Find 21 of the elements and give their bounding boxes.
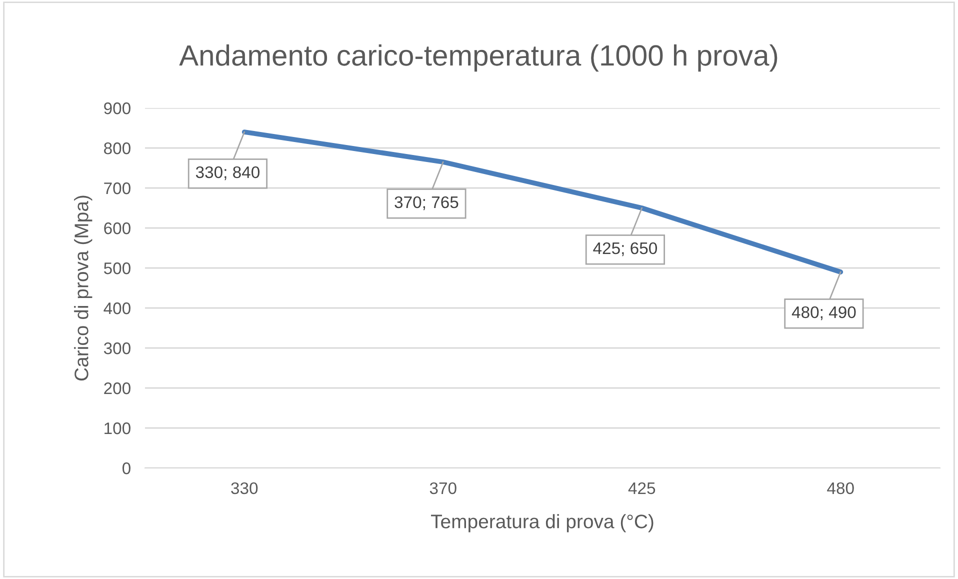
y-tick-label: 300 (104, 342, 130, 354)
x-tick-label: 370 (430, 482, 456, 494)
data-label: 425; 650 (593, 242, 657, 256)
y-axis-title: Carico di prova (Mpa) (74, 196, 92, 380)
data-label: 370; 765 (394, 196, 458, 210)
x-tick-label: 480 (827, 482, 854, 494)
x-tick-label: 425 (628, 482, 656, 494)
y-tick-label: 700 (104, 182, 130, 194)
y-tick-label: 0 (122, 462, 130, 474)
y-tick-label: 100 (104, 422, 130, 434)
y-tick-label: 800 (104, 142, 130, 154)
y-tick-label: 400 (104, 302, 130, 314)
y-tick-label: 500 (104, 262, 130, 274)
chart-title: Andamento carico-temperatura (1000 h prova) (179, 44, 778, 72)
data-label: 480; 490 (792, 306, 856, 320)
data-label: 330; 840 (196, 166, 260, 180)
y-tick-label: 200 (104, 382, 130, 394)
y-tick-label: 600 (104, 222, 130, 234)
x-tick-label: 330 (231, 482, 258, 494)
x-axis-title: Temperatura di prova (°C) (431, 514, 654, 532)
y-tick-label: 900 (104, 102, 130, 114)
